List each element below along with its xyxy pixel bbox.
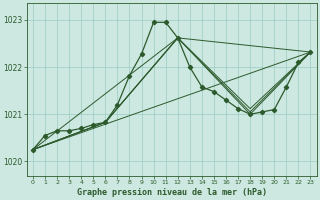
X-axis label: Graphe pression niveau de la mer (hPa): Graphe pression niveau de la mer (hPa) (77, 188, 267, 197)
